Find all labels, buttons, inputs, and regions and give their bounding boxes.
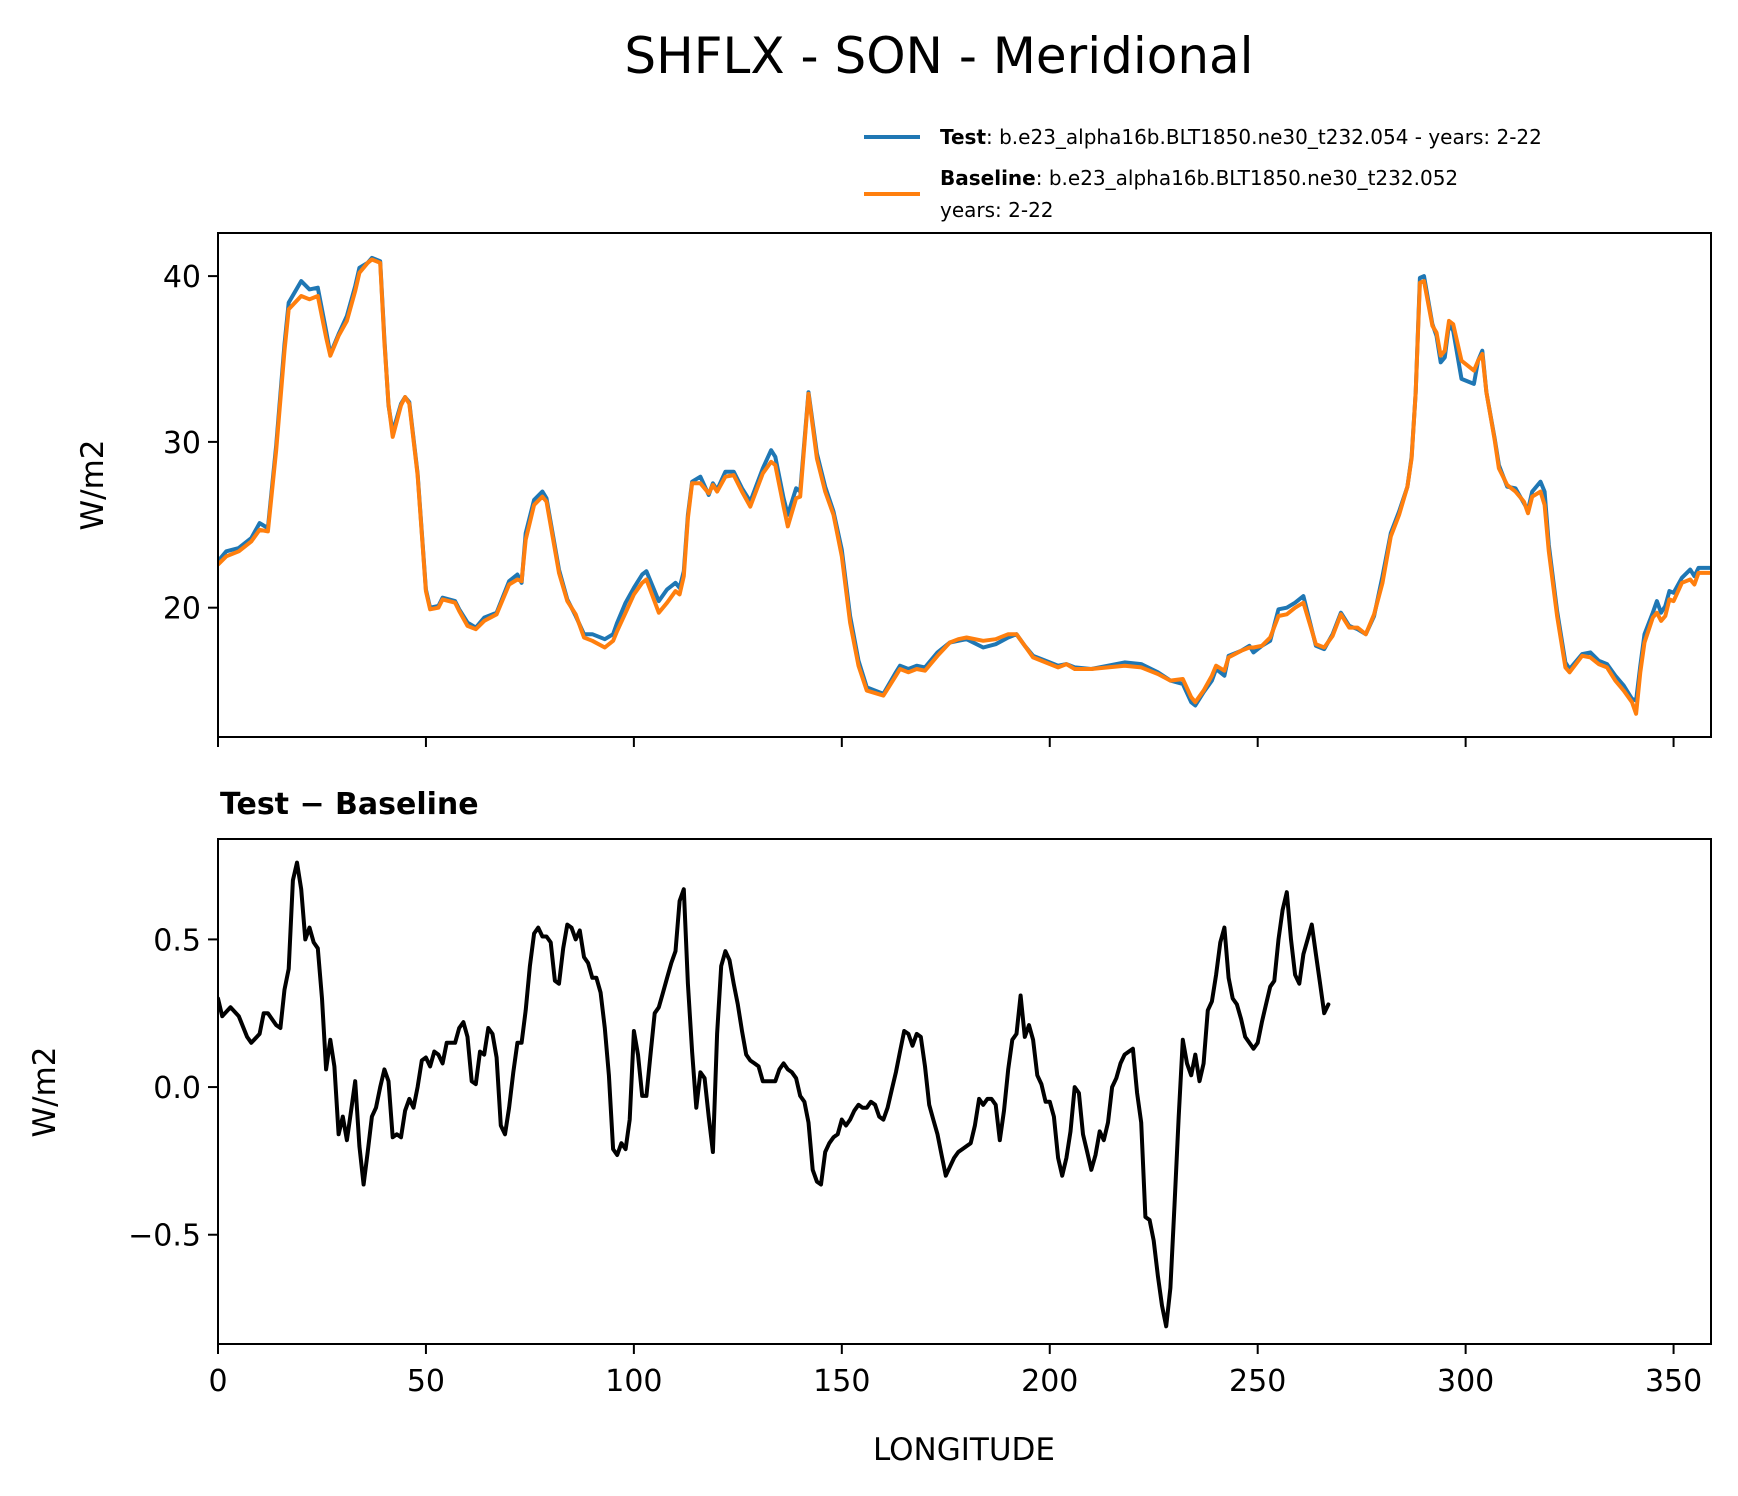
top-panel-frame (217, 232, 1712, 738)
difference-series-line (218, 860, 1331, 1329)
x-tick-label: 250 (1229, 1364, 1286, 1399)
x-tick-label: 0 (208, 1364, 227, 1399)
x-tick-label: 200 (1021, 1364, 1078, 1399)
bottom-panel-frame (217, 838, 1712, 1345)
x-tick-label: 50 (407, 1364, 445, 1399)
chart-title: SHFLX - SON - Meridional (624, 27, 1253, 85)
bottom-panel: Test − Baseline 0 50 100 150 200 250 300 350 −0.… (27, 787, 1712, 1468)
x-tick-label: 300 (1437, 1364, 1494, 1399)
x-axis-label: LONGITUDE (873, 1432, 1055, 1468)
top-panel: 20 30 40 W/m2 (75, 232, 1712, 747)
legend-test-desc: : b.e23_alpha16b.BLT1850.ne30_t232.054 -… (986, 125, 1542, 149)
bottom-y-tick-label: −0.5 (128, 1219, 201, 1254)
top-panel-ylabel: W/m2 (75, 439, 111, 530)
x-tick-label: 350 (1645, 1364, 1702, 1399)
bottom-y-tick-label: 0.5 (153, 923, 201, 958)
legend-baseline-desc: : b.e23_alpha16b.BLT1850.ne30_t232.052 (1036, 166, 1458, 190)
legend: Test: b.e23_alpha16b.BLT1850.ne30_t232.0… (864, 125, 1542, 222)
top-y-tick-label: 40 (163, 260, 201, 295)
bottom-y-tick-label: 0.0 (153, 1071, 201, 1106)
legend-baseline-name: Baseline (940, 166, 1036, 190)
x-tick-label: 150 (813, 1364, 870, 1399)
x-tick-label: 100 (605, 1364, 662, 1399)
svg-text:Baseline: b.e23_alpha16b.BLT18: Baseline: b.e23_alpha16b.BLT1850.ne30_t2… (940, 166, 1458, 190)
legend-baseline-years: years: 2-22 (940, 198, 1054, 222)
bottom-panel-ylabel: W/m2 (27, 1046, 63, 1137)
top-y-tick-label: 30 (163, 426, 201, 461)
svg-text:Test: b.e23_alpha16b.BLT1850.n: Test: b.e23_alpha16b.BLT1850.ne30_t232.0… (940, 125, 1542, 149)
legend-test-name: Test (940, 125, 986, 149)
baseline-series-line (218, 257, 1711, 716)
bottom-panel-title: Test − Baseline (220, 787, 479, 822)
top-y-tick-label: 20 (163, 592, 201, 627)
